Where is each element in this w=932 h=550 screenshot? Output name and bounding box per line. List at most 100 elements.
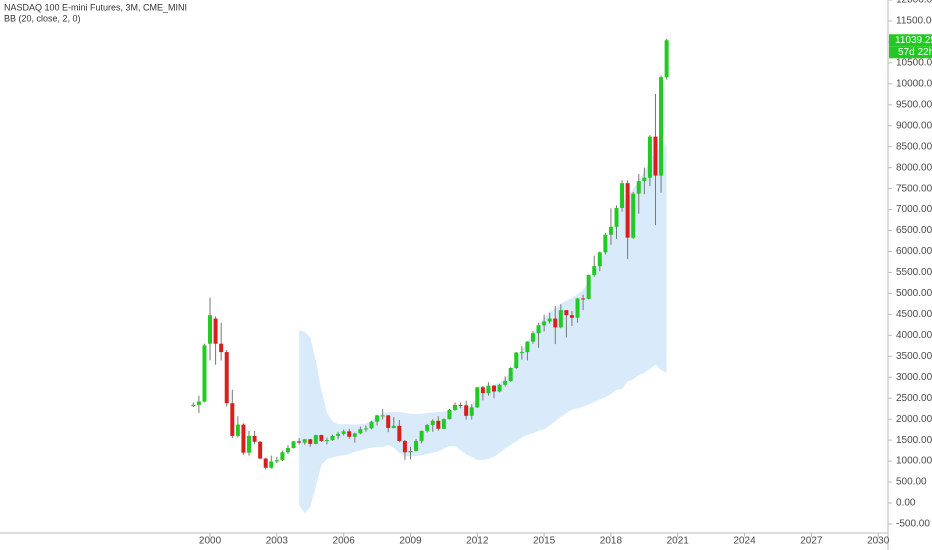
y-tick-label: 3500.00	[896, 351, 932, 362]
candle-body	[608, 226, 613, 235]
candle-body	[530, 333, 535, 342]
y-tick-label: -500.00	[896, 519, 930, 530]
candle-body	[241, 424, 246, 453]
candle-body	[597, 252, 602, 267]
candle-body	[653, 136, 658, 176]
y-tick-label: 1500.00	[896, 435, 932, 446]
y-tick-label: 500.00	[896, 477, 927, 488]
candle-body	[508, 368, 513, 382]
candle-body	[302, 439, 307, 443]
candle-body	[363, 428, 368, 430]
candle-body	[625, 183, 630, 238]
x-tick-label: 2030	[867, 536, 890, 547]
candle-body	[430, 420, 435, 426]
y-tick-label: 10500.00	[896, 58, 932, 69]
candle-body	[224, 352, 229, 404]
countdown-box	[889, 46, 932, 59]
candle-body	[514, 352, 519, 369]
candle-body	[486, 385, 491, 394]
candle-body	[319, 435, 324, 441]
candle-body	[469, 407, 474, 416]
y-tick-label: 8000.00	[896, 162, 932, 173]
last-price-label: 11039.25	[895, 35, 932, 46]
candle-body	[280, 452, 285, 461]
candle-body	[558, 310, 563, 328]
candle-body	[581, 298, 586, 300]
y-tick-label: 2500.00	[896, 393, 932, 404]
candle-body	[308, 439, 313, 444]
y-tick-label: 4500.00	[896, 309, 932, 320]
candle-body	[525, 341, 530, 353]
candle-body	[441, 419, 446, 429]
y-tick-label: 3000.00	[896, 372, 932, 383]
candle-body	[252, 435, 257, 442]
countdown-label: 57d 22h	[898, 47, 932, 58]
candle-body	[503, 381, 508, 385]
last-price-box	[889, 34, 932, 47]
candle-body	[642, 177, 647, 182]
candle-body	[341, 431, 346, 434]
x-tick-label: 2027	[800, 536, 823, 547]
x-tick-label: 2003	[266, 536, 289, 547]
candle-body	[285, 448, 290, 453]
candle-body	[235, 424, 240, 436]
candle-body	[369, 421, 374, 429]
candle-body	[592, 266, 597, 275]
candle-body	[208, 315, 213, 344]
candle-body	[402, 440, 407, 453]
candle-body	[425, 425, 430, 431]
y-tick-label: 4000.00	[896, 330, 932, 341]
candle-body	[497, 384, 502, 392]
x-tick-label: 2021	[667, 536, 690, 547]
candle-body	[230, 403, 235, 436]
candle-body	[475, 387, 480, 408]
y-tick-label: 0.00	[896, 498, 916, 509]
candle-body	[397, 425, 402, 441]
candle-body	[458, 404, 463, 406]
x-tick-label: 2015	[533, 536, 556, 547]
candle-body	[631, 193, 636, 238]
y-tick-label: 9500.00	[896, 99, 932, 110]
candle-body	[347, 431, 352, 437]
candle-body	[575, 298, 580, 318]
x-tick-label: 2000	[199, 536, 222, 547]
candle-body	[436, 420, 441, 429]
y-tick-label: 6000.00	[896, 246, 932, 257]
candle-body	[386, 415, 391, 428]
candle-body	[586, 274, 591, 299]
bollinger-band	[299, 144, 667, 514]
candle-body	[620, 183, 625, 208]
candle-body	[408, 451, 413, 453]
candle-body	[191, 404, 196, 407]
candle-body	[219, 343, 224, 353]
candle-body	[603, 234, 608, 253]
y-tick-label: 9000.00	[896, 120, 932, 131]
candle-body	[391, 425, 396, 428]
indicator-label: BB (20, close, 2, 0)	[4, 13, 81, 23]
candle-body	[547, 318, 552, 322]
y-tick-label: 5000.00	[896, 288, 932, 299]
x-tick-label: 2009	[399, 536, 422, 547]
candle-body	[664, 40, 669, 78]
candle-body	[202, 345, 207, 402]
y-tick-label: 10000.00	[896, 78, 932, 89]
candle-body	[636, 181, 641, 194]
chart-title: NASDAQ 100 E-mini Futures, 3M, CME_MINI	[4, 2, 187, 12]
candle-body	[213, 318, 218, 344]
candle-body	[659, 77, 664, 176]
y-tick-label: 7000.00	[896, 204, 932, 215]
candle-body	[519, 352, 524, 354]
candle-body	[258, 441, 263, 459]
candle-body	[274, 460, 279, 462]
y-tick-label: 7500.00	[896, 183, 932, 194]
x-tick-label: 2024	[733, 536, 756, 547]
candle-body	[358, 429, 363, 434]
candle-body	[542, 321, 547, 326]
candle-body	[336, 433, 341, 436]
candle-body	[380, 415, 385, 417]
candle-body	[247, 435, 252, 453]
candle-body	[352, 433, 357, 437]
candle-body	[464, 405, 469, 416]
x-tick-label: 2012	[466, 536, 489, 547]
